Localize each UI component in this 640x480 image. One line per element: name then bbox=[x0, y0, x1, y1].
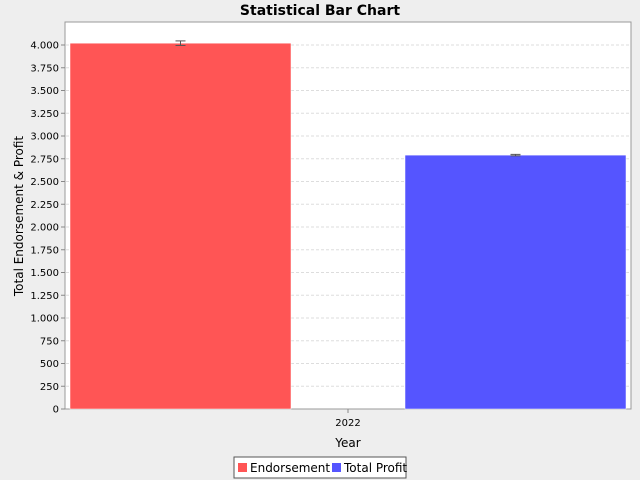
legend-box bbox=[233, 456, 407, 479]
y-tick-label: 4.000 bbox=[30, 41, 59, 52]
legend-swatch bbox=[238, 463, 247, 472]
y-tick-label: 0 bbox=[53, 405, 59, 416]
y-tick-label: 750 bbox=[40, 336, 59, 347]
x-tick-label: 2022 bbox=[335, 418, 360, 429]
y-tick-label: 1.000 bbox=[30, 314, 59, 325]
y-tick-label: 2.500 bbox=[30, 177, 59, 188]
y-tick-label: 250 bbox=[40, 382, 59, 393]
y-tick-label: 2.250 bbox=[30, 200, 59, 211]
y-axis-label: Total Endorsement & Profit bbox=[12, 136, 26, 298]
y-tick-label: 3.500 bbox=[30, 86, 59, 97]
y-tick-label: 500 bbox=[40, 359, 59, 370]
y-tick-label: 2.000 bbox=[30, 223, 59, 234]
x-axis-label: Year bbox=[334, 436, 360, 450]
legend-label: Endorsement bbox=[250, 461, 330, 475]
y-tick-label: 1.250 bbox=[30, 291, 59, 302]
y-tick-label: 1.750 bbox=[30, 245, 59, 256]
bars bbox=[69, 40, 627, 410]
legend-label: Total Profit bbox=[343, 461, 407, 475]
y-axis: 0 250 500 750 1.000 1.250 1.500 1.750 2.000 2.250… bbox=[30, 41, 65, 416]
y-tick-label: 1.500 bbox=[30, 268, 59, 279]
chart-title: Statistical Bar Chart bbox=[240, 3, 400, 19]
y-tick-label: 2.750 bbox=[30, 154, 59, 165]
x-axis: 2022 bbox=[335, 409, 361, 429]
legend-swatch bbox=[332, 463, 341, 472]
y-tick-label: 3.000 bbox=[30, 132, 59, 143]
bar-endorsement bbox=[69, 42, 292, 410]
legend: Endorsement Total Profit bbox=[233, 456, 407, 479]
bar-total-profit bbox=[404, 154, 627, 410]
y-tick-label: 3.250 bbox=[30, 109, 59, 120]
y-tick-label: 3.750 bbox=[30, 63, 59, 74]
